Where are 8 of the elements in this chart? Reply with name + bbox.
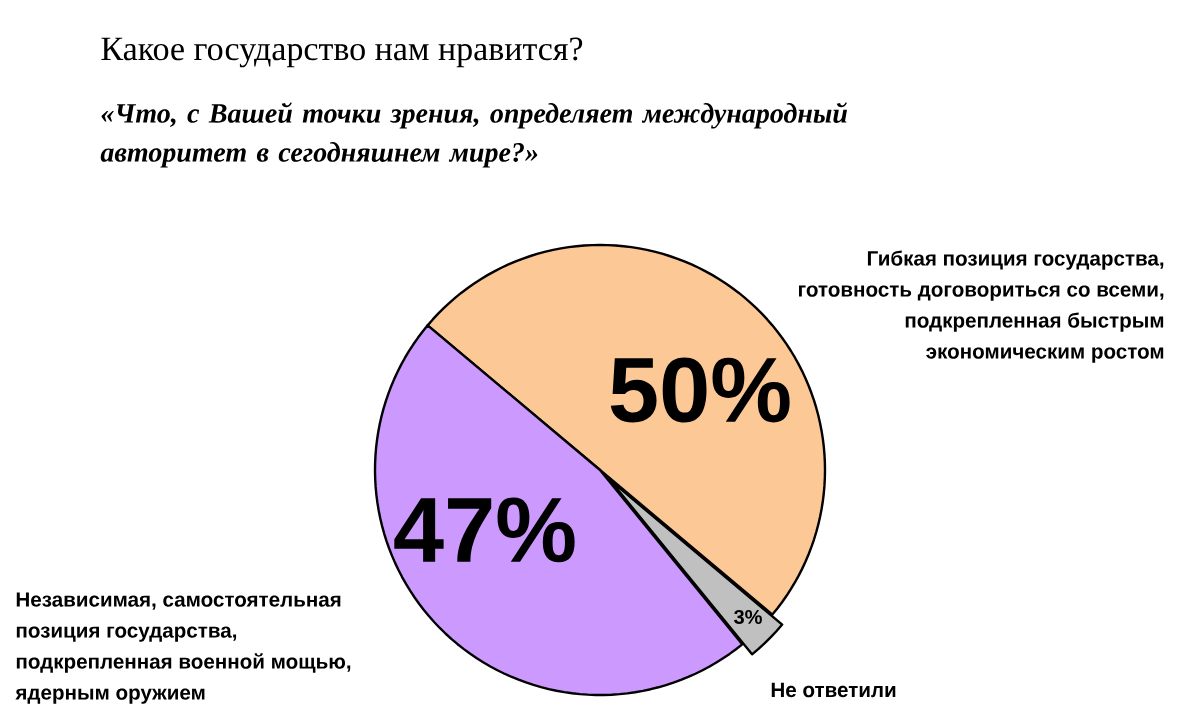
data-label: 3%: [734, 609, 762, 625]
slice-label: Не ответили: [771, 682, 896, 698]
chart-title: Какое государство нам нравится?: [101, 37, 583, 68]
slice-label: Независимая, самостоятельная позиция государства, подкрепленная военной мощью, ядерным оружием: [15, 592, 351, 704]
data-label: 50%: [610, 357, 790, 423]
chart-subtitle: «Что, с Вашей точки зрения, определяет международный авторитет в сегодняшнем мире?»: [100, 102, 847, 168]
slice-label: Гибкая позиция государства, готовность договориться со всеми, подкрепленная быстрым экономическим ростом: [799, 250, 1164, 363]
data-label: 47%: [394, 497, 575, 563]
